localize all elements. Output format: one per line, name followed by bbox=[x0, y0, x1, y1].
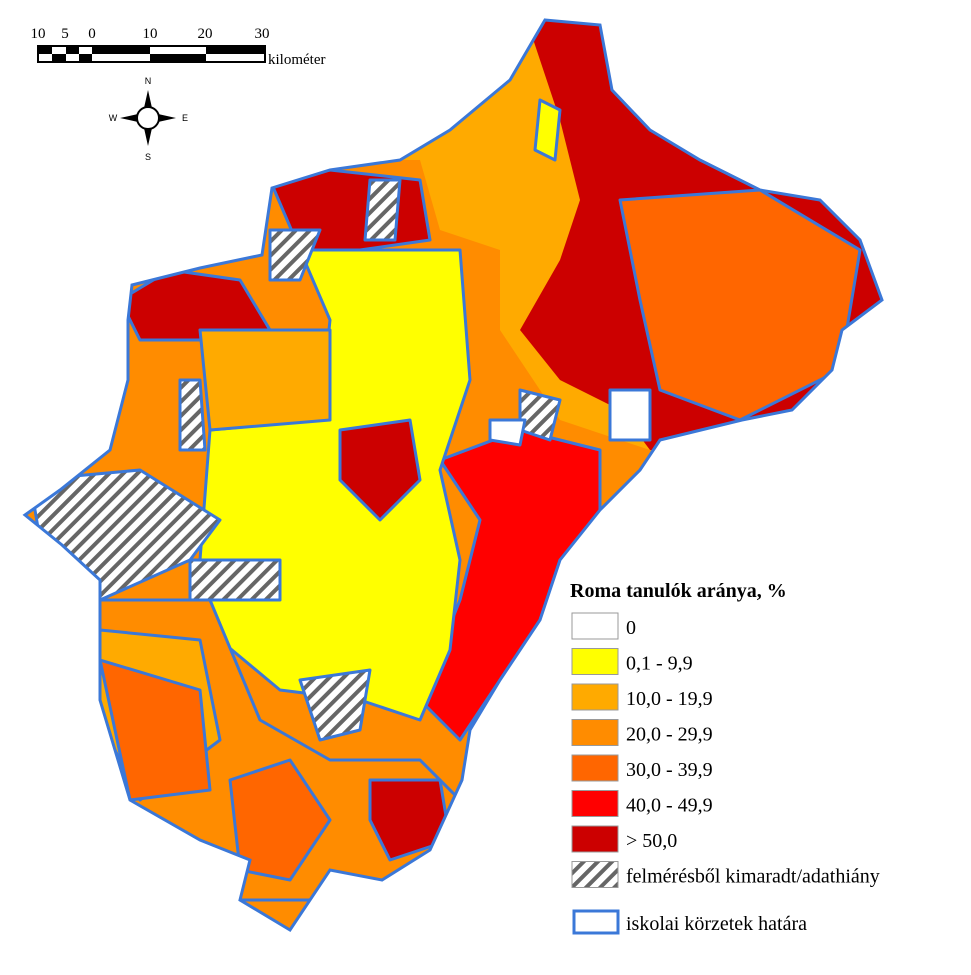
legend-label: 40,0 - 49,9 bbox=[626, 795, 713, 817]
legend-label: 20,0 - 29,9 bbox=[626, 724, 713, 746]
scale-tick: 10 bbox=[31, 26, 46, 42]
compass-e: E bbox=[182, 113, 188, 123]
scale-tick: 20 bbox=[198, 26, 213, 42]
legend-swatch bbox=[571, 790, 619, 817]
legend-swatch bbox=[571, 754, 619, 782]
legend-label: 0 bbox=[626, 617, 636, 639]
scale-bar bbox=[37, 45, 266, 63]
legend-swatch bbox=[571, 719, 619, 746]
compass-n: N bbox=[145, 76, 152, 86]
scale-tick: 0 bbox=[88, 26, 96, 42]
legend-title: Roma tanulók aránya, % bbox=[570, 580, 787, 602]
compass: N S W E bbox=[109, 76, 188, 162]
legend-swatch bbox=[571, 861, 619, 888]
legend-label: > 50,0 bbox=[626, 830, 677, 852]
scale-tick: 10 bbox=[143, 26, 158, 42]
legend-label: felmérésből kimaradt/adathiány bbox=[626, 866, 880, 888]
county-outline bbox=[22, 18, 884, 933]
legend-label: 0,1 - 9,9 bbox=[626, 653, 693, 675]
legend-swatch bbox=[571, 612, 619, 640]
compass-w: W bbox=[109, 113, 118, 123]
legend-label: 30,0 - 39,9 bbox=[626, 759, 713, 781]
legend-swatch bbox=[571, 648, 619, 675]
scale-tick: 30 bbox=[255, 26, 270, 42]
legend-label: 10,0 - 19,9 bbox=[626, 688, 713, 710]
legend-swatch bbox=[571, 825, 619, 853]
scale-tick: 5 bbox=[61, 26, 69, 42]
compass-s: S bbox=[145, 152, 151, 162]
scale-unit: kilométer bbox=[268, 52, 325, 68]
legend-swatch bbox=[571, 683, 619, 711]
legend-boundary-swatch bbox=[572, 909, 620, 935]
legend-boundary-label: iskolai körzetek határa bbox=[626, 913, 807, 935]
